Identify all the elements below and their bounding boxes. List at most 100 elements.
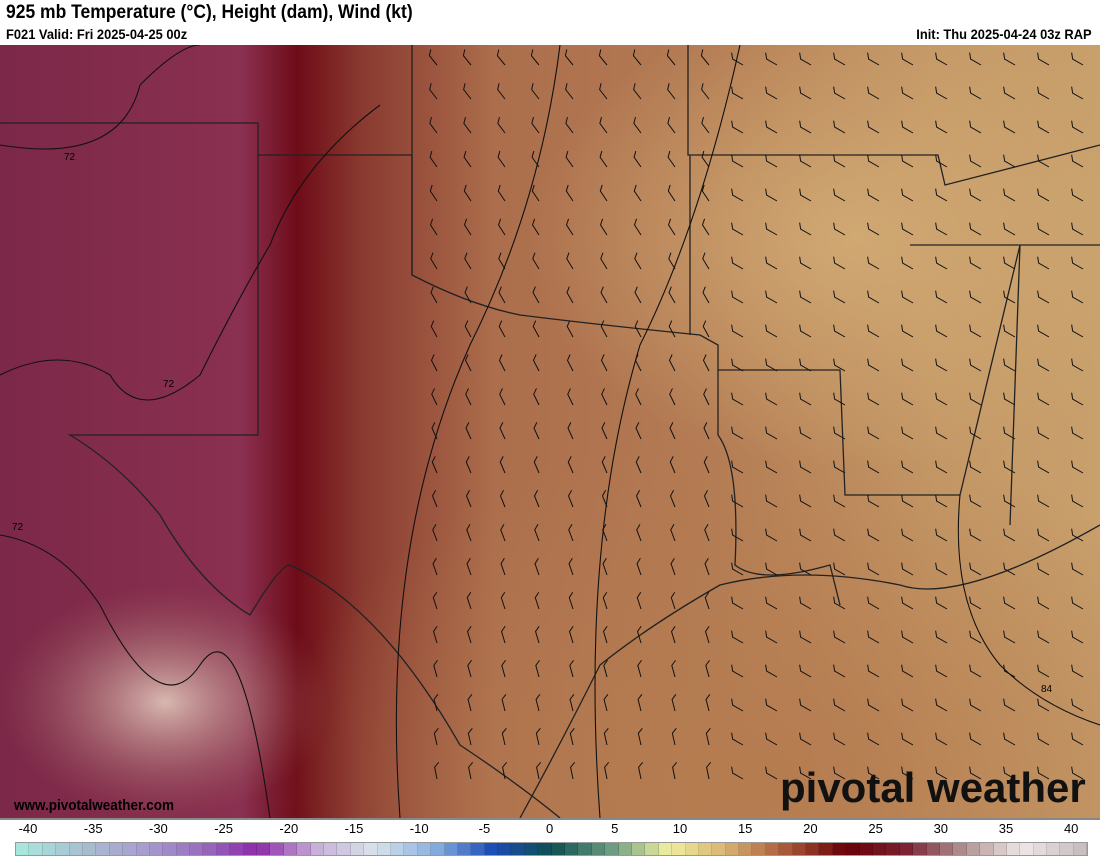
colorbar-cell [658, 843, 673, 855]
wind-barb [634, 320, 642, 338]
colorbar-tick: -40 [18, 821, 38, 836]
wind-barb [569, 659, 574, 678]
wind-barb [430, 320, 438, 338]
wind-barb [935, 188, 948, 202]
colorbar-tick: 10 [672, 821, 688, 836]
colorbar-tick: 20 [803, 821, 818, 836]
wind-barb [1071, 460, 1084, 474]
wind-barb [1071, 664, 1084, 678]
colorbar-cell [806, 843, 820, 855]
colorbar-cell [190, 843, 204, 855]
wind-barb [1003, 358, 1016, 372]
wind-barb [765, 426, 778, 440]
wind-barb [1071, 154, 1084, 168]
wind-barb [565, 150, 574, 168]
colorbar-cell [431, 843, 445, 855]
colorbar-cell [257, 843, 271, 855]
wind-barb [670, 625, 676, 644]
wind-barb [532, 252, 540, 270]
wind-barb [1071, 392, 1084, 406]
wind-barb [867, 732, 880, 746]
colorbar-cell [471, 843, 485, 855]
colorbar-cell [886, 843, 900, 855]
wind-barb [604, 762, 610, 780]
wind-barb [1003, 630, 1016, 644]
wind-barb [731, 222, 744, 236]
wind-barb [602, 557, 608, 576]
wind-barb [1071, 188, 1084, 202]
wind-barb [1071, 222, 1084, 236]
wind-barb [901, 290, 914, 304]
wind-barb [632, 49, 642, 66]
wind-barb [428, 49, 438, 66]
colorbar-cell [712, 843, 726, 855]
wind-barb [1003, 324, 1016, 338]
wind-barb [1037, 358, 1050, 372]
wind-barb [935, 358, 948, 372]
wind-barb [731, 392, 744, 406]
wind-barb [765, 120, 778, 134]
wind-barb [969, 256, 982, 270]
wind-barb [969, 120, 982, 134]
wind-barb [671, 659, 676, 678]
wind-barb [533, 388, 540, 406]
wind-barb [497, 184, 506, 202]
wind-barb [1071, 630, 1084, 644]
wind-barb [433, 659, 438, 678]
wind-barb [1037, 494, 1050, 508]
colorbar-cell [444, 843, 458, 855]
wind-barb [833, 528, 846, 542]
pivotal-weather-logo: pivotal weather [780, 764, 1086, 811]
wind-barb [633, 184, 642, 202]
colorbar-cell [149, 843, 164, 855]
wind-barb [637, 727, 643, 746]
wind-barb [1037, 154, 1050, 168]
wind-barb [464, 252, 472, 270]
wind-barb [765, 528, 778, 542]
colorbar-cell [993, 843, 1007, 855]
wind-barb [463, 150, 472, 168]
wind-barb [530, 49, 540, 66]
wind-barb [498, 354, 506, 372]
wind-barb [705, 659, 710, 678]
wind-barb [867, 664, 880, 678]
colorbar-cell [966, 843, 981, 855]
wind-barb [496, 49, 506, 66]
wind-barb [935, 460, 948, 474]
colorbar-cell [725, 843, 740, 855]
wind-barb [497, 150, 506, 168]
wind-barb [532, 320, 540, 338]
wind-barb [901, 222, 914, 236]
weather-map[interactable]: 72 72 72 84 [0, 45, 1100, 818]
wind-barb [867, 698, 880, 712]
colorbar-tick: -25 [214, 821, 233, 836]
wind-barb [500, 625, 506, 644]
wind-barb [462, 49, 472, 66]
contour-label: 72 [64, 152, 76, 163]
wind-barb [969, 154, 982, 168]
wind-barb [463, 83, 472, 100]
wind-barb [901, 256, 914, 270]
wind-barb [701, 218, 710, 236]
wind-barb [701, 184, 710, 202]
wind-barb [1037, 562, 1050, 576]
colorbar-cell [980, 843, 994, 855]
wind-barb [969, 766, 982, 780]
wind-barb [969, 528, 982, 542]
wind-barb [901, 52, 914, 66]
wind-barb [1071, 358, 1084, 372]
wind-barb [833, 290, 846, 304]
wind-barb [867, 86, 880, 100]
wind-barb [498, 286, 506, 304]
wind-barb [935, 52, 948, 66]
colorbar-cell [16, 843, 30, 855]
wind-barb [833, 86, 846, 100]
colorbar-cell [283, 843, 298, 855]
wind-barb [635, 456, 642, 474]
wind-barb [667, 83, 676, 100]
wind-barb [467, 693, 473, 712]
colorbar-cell [672, 843, 686, 855]
wind-barb [637, 693, 643, 712]
wind-barb [901, 86, 914, 100]
wind-barb [635, 388, 642, 406]
